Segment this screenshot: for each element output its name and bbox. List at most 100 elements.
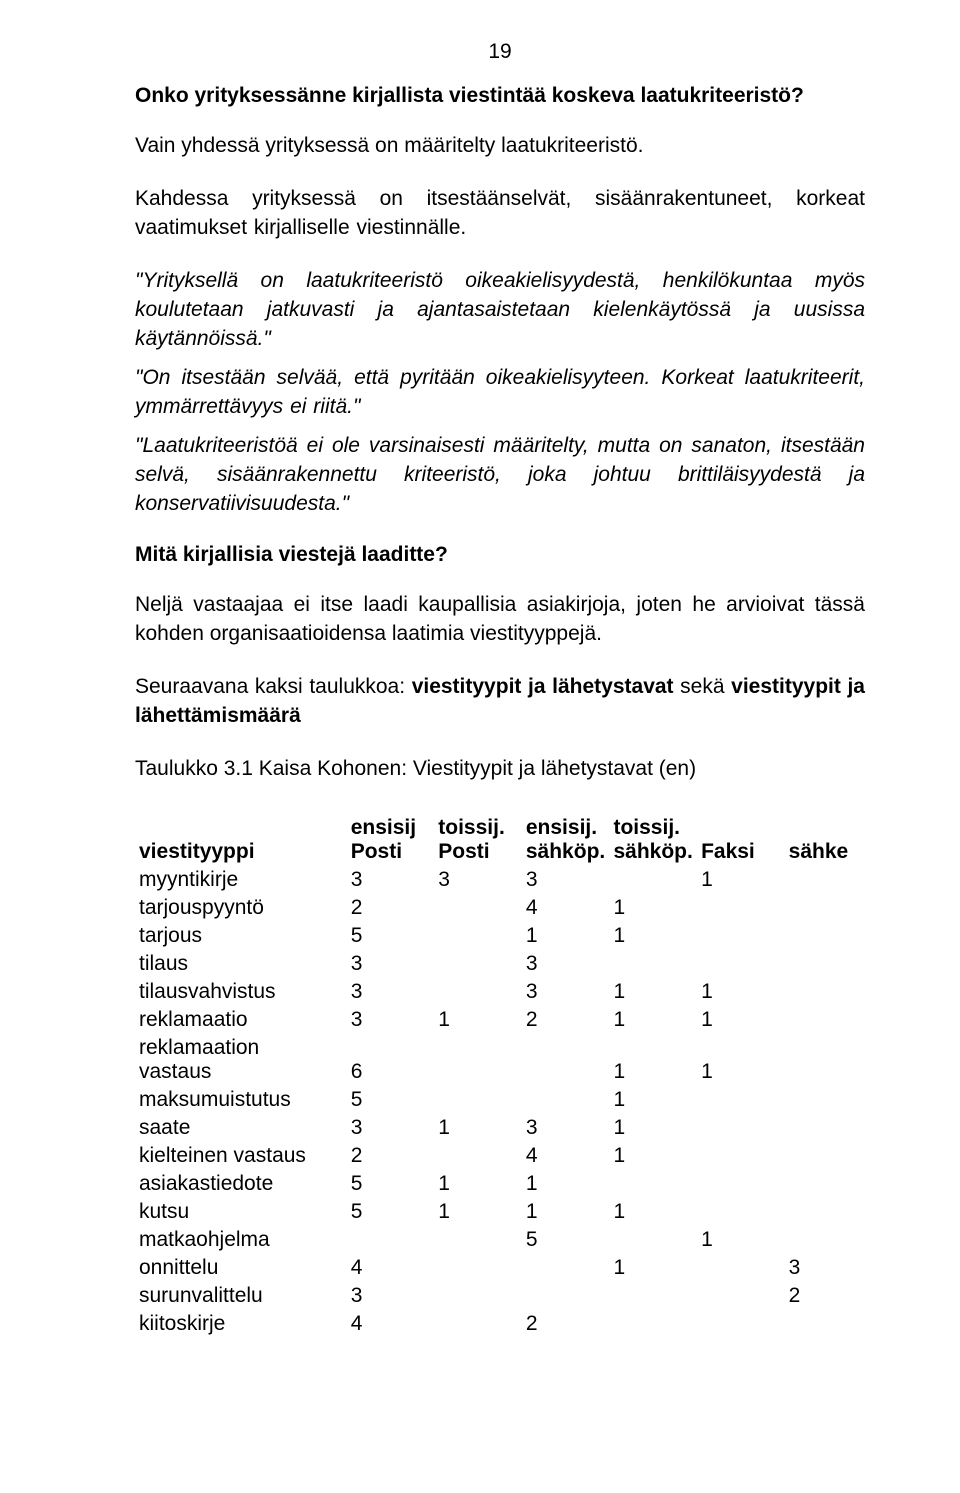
cell-value bbox=[347, 1226, 435, 1254]
cell-value: 3 bbox=[522, 950, 610, 978]
paragraph-3: Neljä vastaajaa ei itse laadi kaupallisi… bbox=[135, 591, 865, 649]
cell-value: 2 bbox=[522, 1310, 610, 1338]
th-col4-bot: sähköp. bbox=[613, 840, 692, 863]
cell-value bbox=[522, 1282, 610, 1310]
cell-value bbox=[522, 1034, 610, 1086]
cell-value: 4 bbox=[347, 1254, 435, 1282]
cell-value bbox=[609, 1282, 697, 1310]
quote-3: "Laatukriteeristöä ei ole varsinaisesti … bbox=[135, 432, 865, 519]
cell-value bbox=[785, 1226, 865, 1254]
page-number: 19 bbox=[135, 40, 865, 64]
cell-value: 1 bbox=[609, 1198, 697, 1226]
table-row: tilaus33 bbox=[135, 950, 865, 978]
cell-label: tarjous bbox=[135, 922, 347, 950]
cell-value bbox=[609, 866, 697, 894]
th-col2-bot: Posti bbox=[438, 840, 489, 863]
cell-value bbox=[697, 922, 785, 950]
cell-value: 1 bbox=[697, 1226, 785, 1254]
cell-value bbox=[697, 1114, 785, 1142]
cell-value bbox=[785, 1310, 865, 1338]
cell-label: maksumuistutus bbox=[135, 1086, 347, 1114]
cell-value: 4 bbox=[522, 1142, 610, 1170]
cell-label: kutsu bbox=[135, 1198, 347, 1226]
table-row: onnittelu413 bbox=[135, 1254, 865, 1282]
cell-label: myyntikirje bbox=[135, 866, 347, 894]
cell-value: 3 bbox=[522, 978, 610, 1006]
cell-value: 1 bbox=[697, 978, 785, 1006]
cell-value: 1 bbox=[522, 1198, 610, 1226]
cell-label: matkaohjelma bbox=[135, 1226, 347, 1254]
cell-value bbox=[609, 1170, 697, 1198]
th-col3-top: ensisij. bbox=[526, 816, 597, 839]
quote-1: "Yrityksellä on laatukriteeristö oikeaki… bbox=[135, 267, 865, 354]
th-col1-top: ensisij bbox=[351, 816, 416, 839]
paragraph-4: Seuraavana kaksi taulukkoa: viestityypit… bbox=[135, 673, 865, 731]
cell-value: 1 bbox=[609, 1034, 697, 1086]
table-row: myyntikirje3331 bbox=[135, 866, 865, 894]
cell-value: 3 bbox=[347, 950, 435, 978]
th-col3: ensisij.sähköp. bbox=[522, 814, 610, 866]
paragraph-2: Kahdessa yrityksessä on itsestäänselvät,… bbox=[135, 185, 865, 243]
th-col5: Faksi bbox=[697, 814, 785, 866]
cell-value bbox=[785, 978, 865, 1006]
cell-value: 3 bbox=[347, 1006, 435, 1034]
cell-value bbox=[434, 1310, 522, 1338]
table-row: reklamaatio31211 bbox=[135, 1006, 865, 1034]
cell-value: 1 bbox=[697, 1034, 785, 1086]
cell-value bbox=[434, 1142, 522, 1170]
cell-value: 1 bbox=[609, 922, 697, 950]
table-row: surunvalittelu32 bbox=[135, 1282, 865, 1310]
cell-value bbox=[697, 1198, 785, 1226]
table-row: matkaohjelma 5 1 bbox=[135, 1226, 865, 1254]
cell-value bbox=[434, 1086, 522, 1114]
cell-value: 1 bbox=[434, 1114, 522, 1142]
para4-mid: sekä bbox=[674, 675, 732, 698]
cell-label: saate bbox=[135, 1114, 347, 1142]
cell-value bbox=[609, 950, 697, 978]
table-row: kiitoskirje42 bbox=[135, 1310, 865, 1338]
cell-value bbox=[609, 1226, 697, 1254]
cell-value: 1 bbox=[434, 1170, 522, 1198]
table-row: tarjouspyyntö241 bbox=[135, 894, 865, 922]
cell-label: kiitoskirje bbox=[135, 1310, 347, 1338]
cell-value: 1 bbox=[609, 894, 697, 922]
cell-value: 3 bbox=[347, 978, 435, 1006]
cell-value bbox=[785, 1034, 865, 1086]
cell-value bbox=[785, 922, 865, 950]
paragraph-1: Vain yhdessä yrityksessä on määritelty l… bbox=[135, 132, 865, 161]
cell-value: 3 bbox=[434, 866, 522, 894]
cell-value bbox=[697, 1142, 785, 1170]
cell-value: 3 bbox=[347, 1282, 435, 1310]
cell-value bbox=[434, 950, 522, 978]
cell-value bbox=[697, 1282, 785, 1310]
th-col2: toissij.Posti bbox=[434, 814, 522, 866]
th-col6: sähke bbox=[785, 814, 865, 866]
cell-value bbox=[785, 866, 865, 894]
cell-value: 1 bbox=[609, 1142, 697, 1170]
cell-value: 1 bbox=[697, 866, 785, 894]
cell-value: 1 bbox=[434, 1198, 522, 1226]
th-col3-bot: sähköp. bbox=[526, 840, 605, 863]
para4-prefix: Seuraavana kaksi taulukkoa: bbox=[135, 675, 412, 698]
cell-value bbox=[785, 1114, 865, 1142]
cell-value bbox=[785, 1198, 865, 1226]
cell-label: onnittelu bbox=[135, 1254, 347, 1282]
data-table: viestityyppi ensisijPosti toissij.Posti … bbox=[135, 814, 865, 1338]
cell-value: 5 bbox=[522, 1226, 610, 1254]
cell-value bbox=[609, 1310, 697, 1338]
cell-value: 1 bbox=[522, 1170, 610, 1198]
cell-value bbox=[785, 1006, 865, 1034]
cell-value: 5 bbox=[347, 1198, 435, 1226]
table-row: kutsu5111 bbox=[135, 1198, 865, 1226]
cell-value: 2 bbox=[347, 894, 435, 922]
table-header-row: viestityyppi ensisijPosti toissij.Posti … bbox=[135, 814, 865, 866]
cell-label: tilaus bbox=[135, 950, 347, 978]
cell-value bbox=[434, 978, 522, 1006]
cell-value: 3 bbox=[347, 1114, 435, 1142]
th-col4-top: toissij. bbox=[613, 816, 680, 839]
cell-value bbox=[522, 1086, 610, 1114]
cell-value: 1 bbox=[609, 1086, 697, 1114]
cell-value bbox=[522, 1254, 610, 1282]
cell-value: 1 bbox=[522, 922, 610, 950]
quote-2: "On itsestään selvää, että pyritään oike… bbox=[135, 364, 865, 422]
